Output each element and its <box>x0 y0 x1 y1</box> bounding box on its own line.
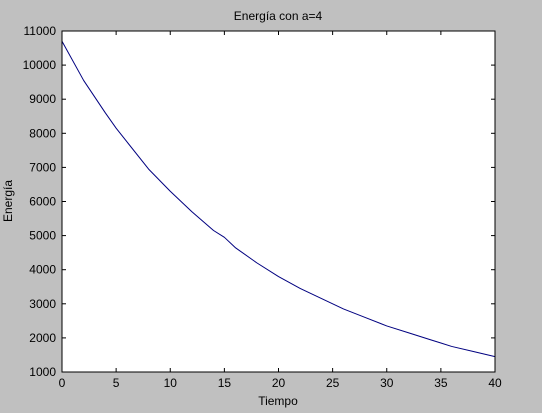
y-tick-label: 8000 <box>29 126 56 140</box>
x-tick-label: 25 <box>326 376 340 390</box>
x-tick-label: 20 <box>272 376 286 390</box>
y-tick-label: 11000 <box>24 24 57 38</box>
x-tick-label: 15 <box>218 376 232 390</box>
x-axis-ticks: 0 5 10 15 20 25 30 35 40 <box>59 31 502 390</box>
y-tick-label: 7000 <box>29 160 56 174</box>
plot-area <box>62 31 495 372</box>
axes-frame <box>61 30 496 373</box>
x-tick-label: 30 <box>380 376 394 390</box>
x-tick-label: 5 <box>113 376 120 390</box>
x-tick-label: 40 <box>488 376 502 390</box>
series-group <box>61 40 496 358</box>
y-tick-label: 10000 <box>23 58 57 72</box>
y-tick-label: 6000 <box>29 195 56 209</box>
y-tick-label: 2000 <box>29 331 56 345</box>
x-tick-label: 10 <box>164 376 178 390</box>
y-tick-label: 9000 <box>29 92 56 106</box>
y-tick-label: 3000 <box>29 297 56 311</box>
y-axis-label: Energía <box>1 180 15 222</box>
chart-title: Energía con a=4 <box>234 9 323 23</box>
y-tick-label: 4000 <box>29 263 56 277</box>
y-tick-label: 5000 <box>29 229 56 243</box>
y-tick-label: 1000 <box>29 365 56 379</box>
x-tick-label: 0 <box>59 376 66 390</box>
x-axis-label: Tiempo <box>258 394 298 408</box>
energy-series-line <box>61 40 496 358</box>
x-tick-label: 35 <box>434 376 448 390</box>
y-axis-ticks: 1000 2000 3000 4000 5000 6000 7000 8000 9000 1000… <box>23 24 495 379</box>
